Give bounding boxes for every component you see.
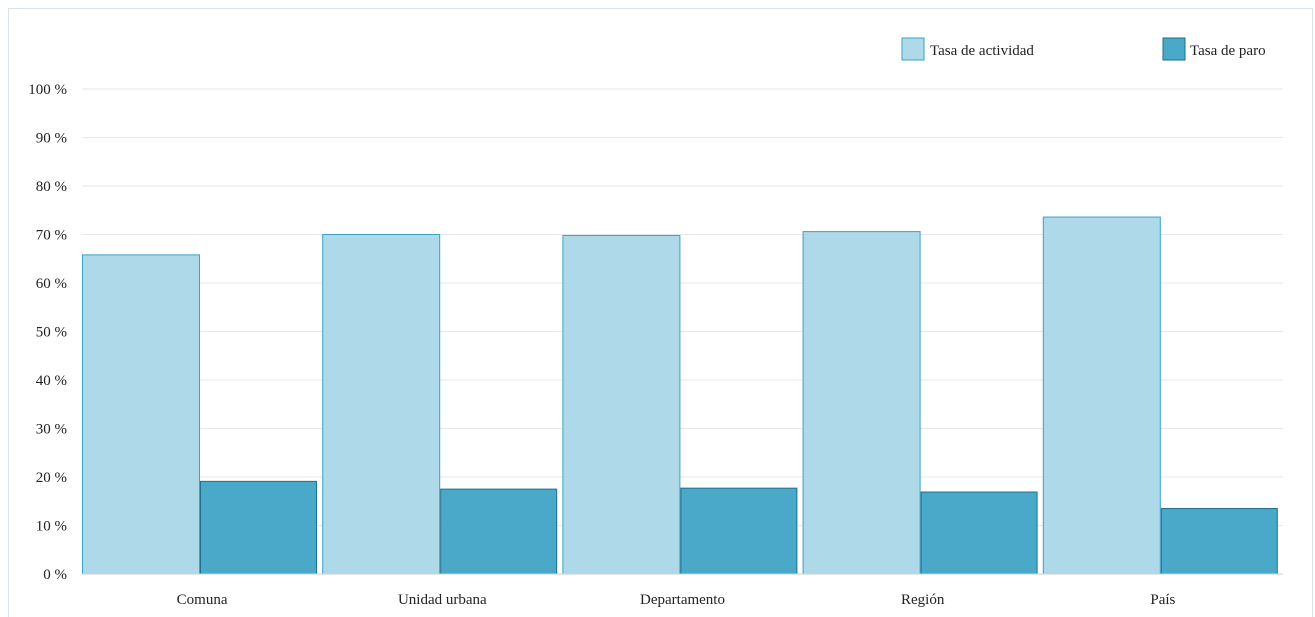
- x-category-label: Departamento: [640, 592, 725, 608]
- x-axis-categories: Comuna Unidad urbana Departamento Región Paí…: [177, 592, 1176, 608]
- y-tick-label: 0 %: [43, 567, 67, 583]
- x-category-label: Comuna: [177, 592, 228, 608]
- y-tick-label: 40 %: [36, 373, 67, 389]
- legend-swatch-actividad: [901, 37, 925, 61]
- x-category-label: País: [1150, 592, 1175, 608]
- bar-tasa-de-actividad: [562, 234, 681, 575]
- bars: [82, 216, 1278, 575]
- y-tick-label: 30 %: [36, 422, 67, 438]
- legend: Tasa de actividad Tasa de paro: [901, 37, 1266, 61]
- legend-label-paro: Tasa de paro: [1190, 43, 1266, 59]
- y-tick-label: 60 %: [36, 276, 67, 292]
- y-tick-label: 100 %: [28, 82, 67, 98]
- bar-tasa-de-paro: [920, 491, 1038, 575]
- y-tick-label: 70 %: [36, 228, 67, 244]
- x-category-label: Región: [901, 592, 945, 608]
- chart-frame: [8, 8, 1313, 617]
- y-tick-label: 20 %: [36, 470, 67, 486]
- bar-tasa-de-paro: [1160, 508, 1278, 575]
- bar-tasa-de-actividad: [1042, 216, 1161, 575]
- bar-tasa-de-actividad: [322, 234, 441, 575]
- legend-swatch-paro: [1162, 37, 1186, 61]
- y-tick-label: 10 %: [36, 519, 67, 535]
- bar-tasa-de-actividad: [802, 231, 921, 575]
- bar-tasa-de-paro: [440, 488, 558, 575]
- y-axis-ticks: 0 % 10 % 20 % 30 % 40 % 50 % 60 % 70 % 80 % 90 % 1…: [28, 82, 67, 583]
- legend-label-actividad: Tasa de actividad: [930, 43, 1034, 59]
- bar-tasa-de-paro: [200, 480, 317, 575]
- y-tick-label: 50 %: [36, 325, 67, 341]
- x-category-label: Unidad urbana: [398, 592, 487, 608]
- bar-tasa-de-paro: [680, 487, 798, 575]
- y-tick-label: 90 %: [36, 131, 67, 147]
- y-tick-label: 80 %: [36, 179, 67, 195]
- bar-tasa-de-actividad: [82, 254, 200, 575]
